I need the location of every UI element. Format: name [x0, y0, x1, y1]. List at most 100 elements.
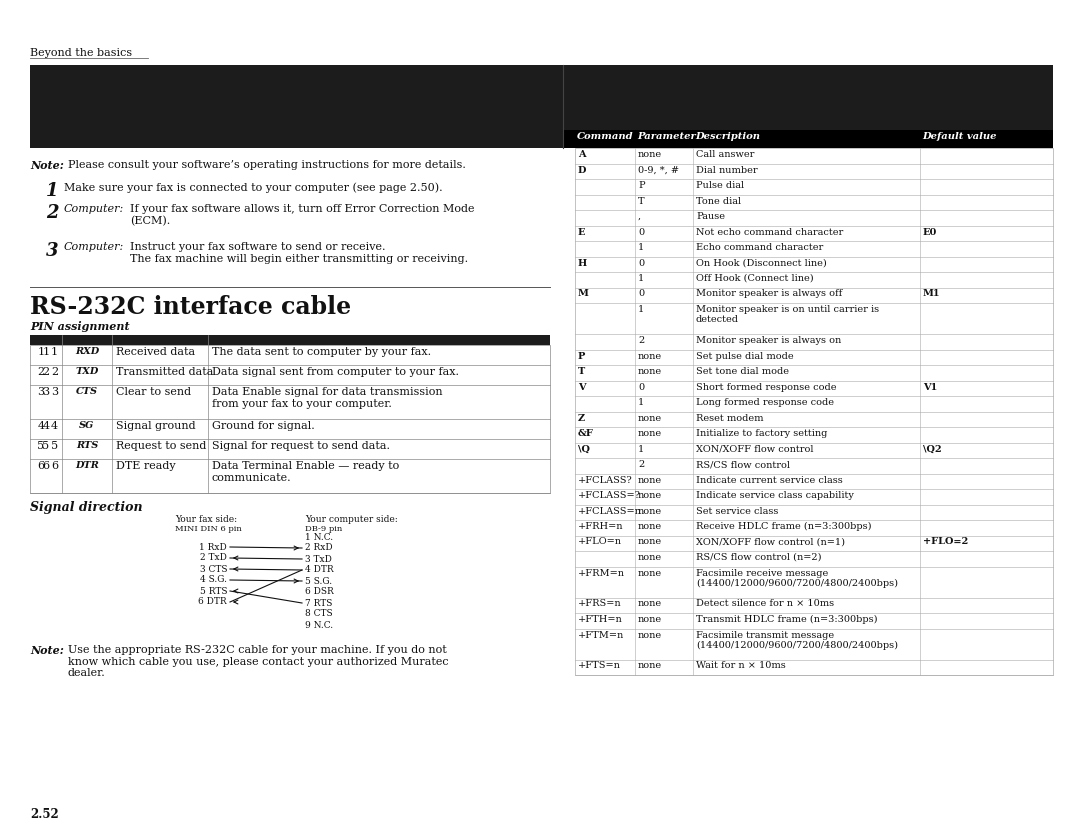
Text: 4 DTR: 4 DTR: [305, 565, 334, 575]
Text: 4: 4: [42, 421, 50, 431]
Text: D: D: [578, 165, 586, 174]
Text: Received data: Received data: [116, 347, 195, 357]
Text: 6: 6: [51, 461, 58, 471]
Text: Command: Command: [577, 132, 634, 141]
Text: Beyond the basics: Beyond the basics: [30, 48, 132, 58]
Text: Data Terminal Enable — ready to
communicate.: Data Terminal Enable — ready to communic…: [212, 461, 400, 483]
Text: +FLO=2: +FLO=2: [923, 537, 969, 546]
Text: RXD: RXD: [75, 347, 99, 356]
Text: Short formed response code: Short formed response code: [696, 383, 837, 391]
Text: Facsimile transmit message
(14400/12000/9600/7200/4800/2400bps): Facsimile transmit message (14400/12000/…: [696, 631, 897, 650]
Text: 3: 3: [38, 387, 44, 397]
Text: Instruct your fax software to send or receive.
The fax machine will begin either: Instruct your fax software to send or re…: [130, 242, 468, 264]
Text: none: none: [638, 615, 662, 624]
Text: MINI DIN 6 pin: MINI DIN 6 pin: [175, 525, 242, 533]
Text: Computer:: Computer:: [64, 242, 124, 252]
Text: Make sure your fax is connected to your computer (see page 2.50).: Make sure your fax is connected to your …: [64, 182, 443, 193]
Text: Data signal sent from computer to your fax.: Data signal sent from computer to your f…: [212, 367, 459, 377]
Text: On Hook (Disconnect line): On Hook (Disconnect line): [696, 259, 827, 268]
Text: none: none: [638, 367, 662, 376]
Bar: [563, 130, 1053, 148]
Text: 1: 1: [42, 347, 50, 357]
Text: 5 S.G.: 5 S.G.: [305, 576, 333, 585]
Text: RS/CS flow control (n=2): RS/CS flow control (n=2): [696, 553, 822, 562]
Text: Receive HDLC frame (n=3:300bps): Receive HDLC frame (n=3:300bps): [696, 522, 872, 531]
Text: Parameter: Parameter: [637, 132, 696, 141]
Text: Reset modem: Reset modem: [696, 414, 764, 423]
Text: 7 RTS: 7 RTS: [305, 599, 333, 607]
Text: none: none: [638, 569, 662, 577]
Text: Echo command character: Echo command character: [696, 243, 823, 252]
Text: 1: 1: [638, 274, 645, 283]
Text: 5: 5: [42, 441, 50, 451]
Text: ,: ,: [638, 212, 642, 221]
Text: RS-232C interface cable: RS-232C interface cable: [30, 295, 351, 319]
Text: RTS: RTS: [76, 441, 98, 450]
Text: Wait for n × 10ms: Wait for n × 10ms: [696, 661, 786, 671]
Text: none: none: [638, 475, 662, 485]
Text: Detect silence for n × 10ms: Detect silence for n × 10ms: [696, 600, 834, 609]
Text: Facsimile receive message
(14400/12000/9600/7200/4800/2400bps): Facsimile receive message (14400/12000/9…: [696, 569, 897, 588]
Text: none: none: [638, 414, 662, 423]
Text: 2 RxD: 2 RxD: [305, 544, 333, 552]
Text: 1: 1: [38, 347, 44, 357]
Text: M: M: [578, 289, 589, 299]
Text: H: H: [578, 259, 588, 268]
Text: 2: 2: [42, 367, 50, 377]
Text: 0: 0: [638, 383, 644, 391]
Text: Monitor speaker is always off: Monitor speaker is always off: [696, 289, 842, 299]
Text: Signal direction: Signal direction: [30, 501, 143, 514]
Text: 4 S.G.: 4 S.G.: [200, 575, 227, 585]
Text: 1: 1: [638, 398, 645, 407]
Text: \Q: \Q: [578, 445, 590, 454]
Text: Indicate current service class: Indicate current service class: [696, 475, 842, 485]
Text: Description: Description: [696, 132, 760, 141]
Text: E0: E0: [923, 228, 937, 237]
Text: SG: SG: [79, 421, 95, 430]
Text: +FCLASS=n: +FCLASS=n: [578, 506, 642, 515]
Text: +FTS=n: +FTS=n: [578, 661, 621, 671]
Text: 2.52: 2.52: [30, 808, 58, 821]
Text: 4: 4: [51, 421, 58, 431]
Text: P: P: [638, 181, 645, 190]
Text: none: none: [638, 351, 662, 360]
Text: PIN assignment: PIN assignment: [30, 321, 130, 332]
Text: 2: 2: [51, 367, 58, 377]
Text: Not echo command character: Not echo command character: [696, 228, 843, 237]
Text: If your fax software allows it, turn off Error Correction Mode
(ECM).: If your fax software allows it, turn off…: [130, 204, 474, 226]
Text: +FRS=n: +FRS=n: [578, 600, 622, 609]
Text: CTS: CTS: [76, 387, 98, 396]
Text: Set tone dial mode: Set tone dial mode: [696, 367, 789, 376]
Text: 6 DTR: 6 DTR: [199, 597, 227, 606]
Text: 1: 1: [638, 445, 645, 454]
Text: +FLO=n: +FLO=n: [578, 537, 622, 546]
Text: V1: V1: [923, 383, 937, 391]
Text: Signal for request to send data.: Signal for request to send data.: [212, 441, 390, 451]
Text: T: T: [578, 367, 585, 376]
Text: Ground for signal.: Ground for signal.: [212, 421, 314, 431]
Text: Set service class: Set service class: [696, 506, 779, 515]
Text: 3: 3: [46, 242, 58, 260]
Text: 6 DSR: 6 DSR: [305, 587, 334, 596]
Text: none: none: [638, 600, 662, 609]
Text: Data Enable signal for data transmission
from your fax to your computer.: Data Enable signal for data transmission…: [212, 387, 443, 409]
Text: 1: 1: [51, 347, 58, 357]
Text: 5: 5: [38, 441, 44, 451]
Text: 0: 0: [638, 259, 644, 268]
Text: \Q2: \Q2: [923, 445, 942, 454]
Text: 3: 3: [51, 387, 58, 397]
Text: A: A: [578, 150, 585, 159]
Text: +FTM=n: +FTM=n: [578, 631, 624, 640]
Text: Note:: Note:: [30, 645, 64, 656]
Text: 1 N.C.: 1 N.C.: [305, 532, 333, 541]
Text: Initialize to factory setting: Initialize to factory setting: [696, 429, 827, 438]
Bar: [30, 345, 550, 493]
Text: Note:: Note:: [30, 160, 64, 171]
Text: 6: 6: [42, 461, 50, 471]
Text: 5: 5: [51, 441, 58, 451]
Text: 3: 3: [42, 387, 50, 397]
Text: 2: 2: [638, 460, 645, 469]
Text: 5 RTS: 5 RTS: [200, 586, 227, 595]
Text: Call answer: Call answer: [696, 150, 754, 159]
Text: 1 RxD: 1 RxD: [199, 542, 227, 551]
